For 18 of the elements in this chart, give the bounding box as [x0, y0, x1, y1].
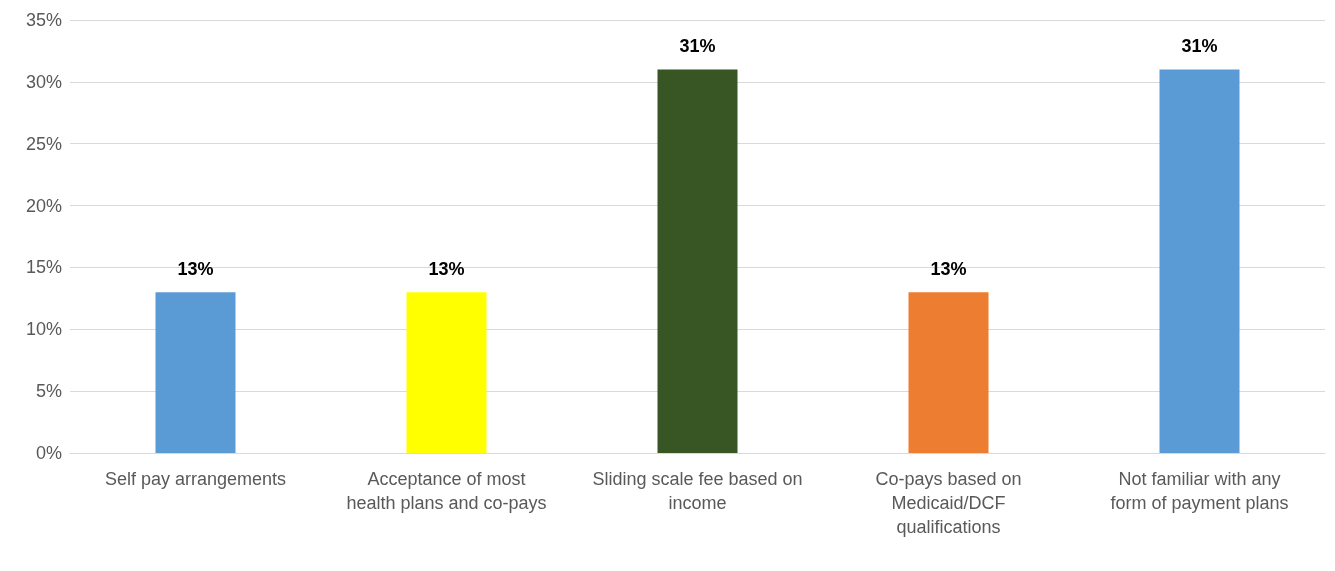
y-tick-label: 5% — [35, 381, 62, 402]
y-tick-label: 35% — [25, 10, 62, 30]
x-tick-label: Self pay arrangements — [104, 469, 287, 489]
x-tick-label: Acceptance of most health plans and co-pays — [346, 469, 547, 513]
y-tick-label: 30% — [25, 71, 62, 92]
x-tick-label: Co-pays based on Medicaid/DCF qualifications — [875, 469, 1022, 537]
x-tick-label: Sliding scale fee based on income — [592, 469, 803, 513]
y-tick-label: 10% — [25, 319, 62, 340]
y-tick-label: 20% — [25, 195, 62, 216]
y-tick-label: 25% — [25, 133, 62, 154]
data-label: 31% — [1181, 36, 1218, 57]
x-tick-label: Not familiar with any form of payment plans — [1110, 469, 1289, 513]
data-label: 31% — [679, 36, 716, 57]
y-tick-label: 0% — [35, 443, 62, 463]
data-label: 13% — [177, 259, 214, 280]
data-label: 13% — [930, 259, 967, 280]
data-label: 13% — [428, 259, 465, 280]
y-tick-label: 15% — [25, 257, 62, 278]
